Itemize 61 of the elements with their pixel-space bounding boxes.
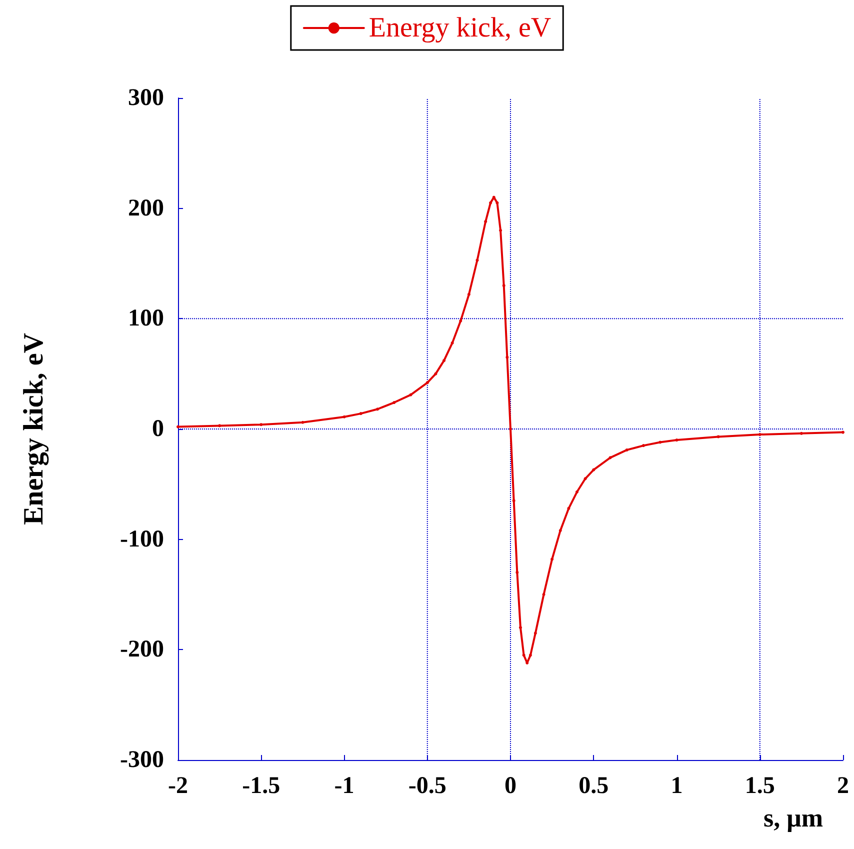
point (301, 420, 304, 424)
line-series (176, 196, 844, 664)
x-tick-label: -0.5 (408, 773, 446, 799)
point (625, 448, 628, 452)
x-tick-label: 0.5 (578, 773, 609, 799)
point (426, 381, 429, 384)
point (716, 435, 720, 438)
point (567, 506, 570, 510)
x-tick-label: 0 (504, 773, 516, 799)
point (518, 626, 522, 630)
point (584, 477, 587, 480)
point (658, 440, 662, 444)
point (516, 570, 519, 574)
point (484, 220, 488, 224)
y-tick-label: 0 (152, 416, 164, 442)
point (842, 430, 844, 434)
point (642, 444, 645, 448)
x-tick-label: 1 (670, 773, 683, 799)
x-tick-label: 2 (837, 773, 849, 799)
x-axis-title: s, μm (763, 804, 824, 832)
y-tick-label: -300 (120, 747, 164, 773)
point (434, 372, 438, 376)
y-tick-label: -200 (120, 636, 164, 663)
x-tick-label: -1 (334, 773, 354, 799)
point (342, 415, 346, 418)
y-tick-label: 100 (128, 306, 164, 332)
y-tick-label: 300 (128, 85, 164, 111)
point (359, 412, 362, 416)
point (442, 359, 446, 362)
point (506, 356, 509, 359)
point (496, 201, 499, 204)
x-tick-label: 1.5 (744, 773, 775, 799)
legend-label: Energy kick, eV (368, 12, 552, 44)
point (218, 424, 222, 428)
point (459, 319, 462, 322)
point (392, 401, 396, 404)
point (528, 654, 532, 657)
point (522, 654, 526, 657)
y-tick-label: -100 (120, 526, 164, 552)
y-axis-title: Energy kick, eV (18, 332, 50, 526)
point (467, 292, 470, 296)
y-tick-label: 200 (128, 195, 164, 222)
point (489, 201, 492, 204)
point (376, 408, 379, 411)
point (576, 490, 578, 494)
point (542, 593, 546, 596)
point (558, 529, 562, 532)
point (675, 438, 678, 442)
point (260, 423, 263, 426)
point (550, 558, 554, 561)
point (800, 432, 803, 435)
point (502, 284, 506, 288)
point (450, 341, 454, 344)
point (499, 228, 502, 232)
point (409, 393, 412, 396)
point (592, 468, 596, 472)
point (534, 632, 537, 635)
x-tick-label: -1.5 (242, 773, 280, 799)
point (512, 499, 516, 502)
point (176, 425, 180, 428)
x-tick-label: -2 (168, 773, 188, 799)
